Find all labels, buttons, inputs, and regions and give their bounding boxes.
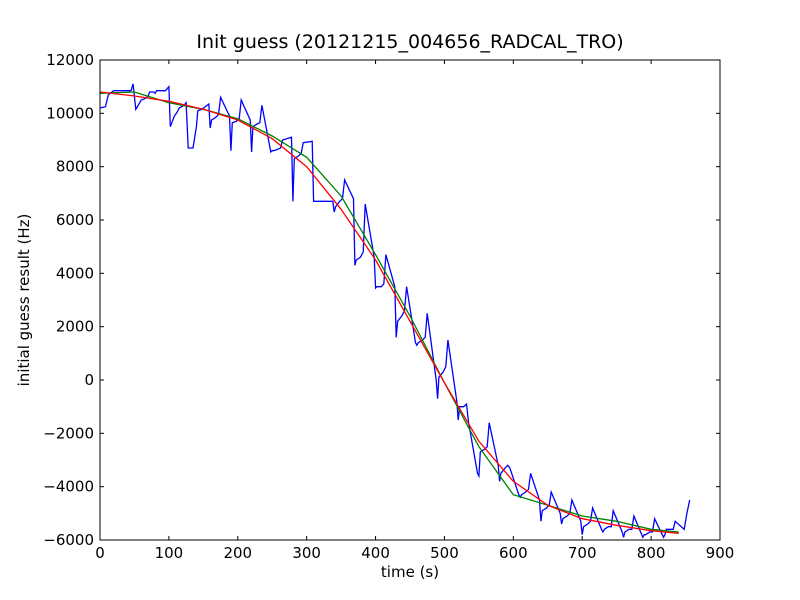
x-tick-label: 300 [292,544,321,562]
y-tick-label: 6000 [56,211,94,229]
series-line-2 [99,91,679,534]
x-axis-label: time (s) [381,563,439,581]
chart-title: Init guess (20121215_004656_RADCAL_TRO) [196,31,623,53]
y-tick-label: 12000 [46,51,94,69]
x-tick-label: 200 [223,544,252,562]
y-tick-label: 8000 [56,158,94,176]
plot-area [100,60,720,540]
x-tick-label: 400 [361,544,390,562]
x-tick-label: 600 [499,544,528,562]
x-tick-label: 0 [95,544,105,562]
y-tick-label: 2000 [56,318,94,336]
plot-frame [99,59,721,541]
x-tick-label: 100 [155,544,184,562]
x-tick-label: 900 [706,544,735,562]
x-tick-labels: 0 100 200 300 400 500 600 700 800 900 [95,544,734,562]
series-layer [99,83,691,539]
y-tick-labels: −6000 −4000 −2000 0 2000 4000 6000 8000 10000 120… [43,51,94,549]
y-tick-label: 10000 [46,104,94,122]
y-axis-label: initial guess result (Hz) [15,214,33,387]
x-tick-label: 700 [568,544,597,562]
y-tick-label: −4000 [43,478,94,496]
y-tick-label: 0 [84,371,94,389]
x-tick-label: 500 [430,544,459,562]
y-tick-label: −2000 [43,424,94,442]
y-tick-label: 4000 [56,264,94,282]
y-tick-label: −6000 [43,531,94,549]
series-line-0 [99,83,691,539]
x-tick-label: 800 [637,544,666,562]
